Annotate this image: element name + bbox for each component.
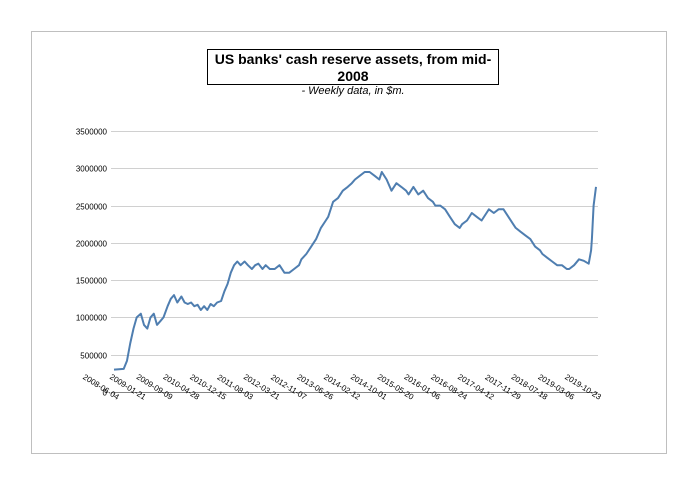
y-tick-label: 0 xyxy=(103,389,108,398)
y-tick-label: 1500000 xyxy=(76,277,108,286)
y-tick-label: 2000000 xyxy=(76,240,108,249)
y-tick-label: 500000 xyxy=(80,352,107,361)
series-line xyxy=(113,171,597,371)
chart-title: US banks' cash reserve assets, from mid-… xyxy=(214,51,492,84)
y-tick-label: 3500000 xyxy=(76,128,108,137)
chart-title-box: US banks' cash reserve assets, from mid-… xyxy=(207,49,499,97)
chart-frame xyxy=(31,31,667,454)
y-tick-label: 2500000 xyxy=(76,203,108,212)
chart-subtitle: - Weekly data, in $m. xyxy=(301,85,405,97)
y-tick-label: 3000000 xyxy=(76,165,108,174)
y-tick-label: 1000000 xyxy=(76,314,108,323)
